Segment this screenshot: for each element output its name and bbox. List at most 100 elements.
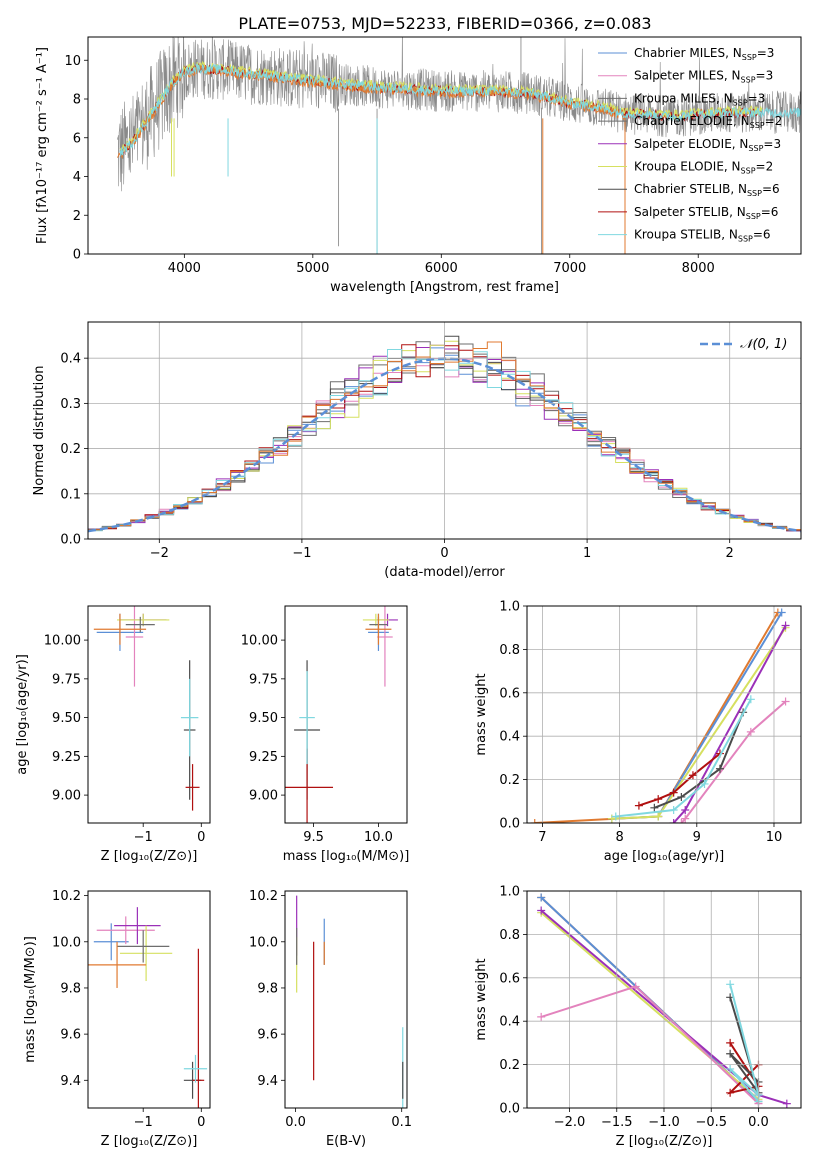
y-tick-label: 6 xyxy=(73,131,81,146)
x-tick-label: 4000 xyxy=(168,261,201,276)
x-tick-label: 2 xyxy=(726,546,734,561)
mass-weight-marker xyxy=(781,621,790,630)
axes-frame xyxy=(284,605,408,824)
y-tick-label: 10.00 xyxy=(44,634,81,649)
y-tick-label: 9.00 xyxy=(249,789,278,804)
y-tick-label: 9.25 xyxy=(249,750,278,765)
x-tick-label: −1.5 xyxy=(601,1115,633,1130)
panel-weight_vs_age: 7 8 9 10 0.0 0.2 0.4 0.6 0.8 1.0 age [log₁₀(age/yr… xyxy=(474,600,802,864)
y-tick-label: 10.2 xyxy=(52,889,81,904)
mass-weight-line xyxy=(615,698,752,818)
figure-title: PLATE=0753, MJD=52233, FIBERID=0366, z=0… xyxy=(238,14,651,33)
axes-frame xyxy=(87,36,802,255)
mass-weight-marker xyxy=(777,608,786,617)
x-tick-label: 0.0 xyxy=(748,1115,769,1130)
y-tick-label: 0.6 xyxy=(499,686,520,701)
x-axis-label: age [log₁₀(age/yr)] xyxy=(604,849,725,864)
y-tick-label: 9.6 xyxy=(257,1028,278,1043)
mass-weight-marker xyxy=(746,695,755,704)
x-tick-label: −2 xyxy=(150,546,169,561)
legend-label: Chabrier ELODIE, NSSP=2 xyxy=(634,114,782,130)
plot-area xyxy=(296,895,404,1108)
spectrum-legend: Chabrier MILES, NSSP=3 Salpeter MILES, NS… xyxy=(598,46,782,244)
y-tick-label: 10.2 xyxy=(249,889,278,904)
legend-label: Salpeter ELODIE, NSSP=3 xyxy=(634,137,781,153)
mass-weight-marker xyxy=(782,1099,791,1108)
plot-area xyxy=(88,907,208,1108)
mass-weight-marker xyxy=(537,893,546,902)
x-tick-label: 9 xyxy=(693,830,701,845)
mass-weight-marker xyxy=(654,795,663,804)
legend-label: Kroupa MILES, NSSP=3 xyxy=(634,91,765,107)
x-tick-label: −1.0 xyxy=(648,1115,680,1130)
x-axis-label: (data-model)/error xyxy=(384,565,505,580)
x-tick-label: 6000 xyxy=(425,261,458,276)
mass-weight-marker xyxy=(654,812,663,821)
y-tick-label: 1.0 xyxy=(499,885,520,900)
x-axis-label: Z [log₁₀(Z/Z⊙)] xyxy=(101,849,198,864)
mass-weight-marker xyxy=(715,764,724,773)
y-tick-label: 9.6 xyxy=(60,1028,81,1043)
legend-label: Kroupa STELIB, NSSP=6 xyxy=(634,228,771,244)
mass-weight-marker xyxy=(669,819,678,823)
x-tick-label: 0 xyxy=(197,830,205,845)
panel-mass_vs_ebv: 0.0 0.1 9.4 9.6 9.8 10.0 10.2 E(B-V) xyxy=(249,889,412,1149)
x-tick-label: 7000 xyxy=(553,261,586,276)
y-axis-label: Normed distribution xyxy=(32,366,47,496)
mass-weight-line xyxy=(540,985,760,1105)
y-axis-label: age [log₁₀(age/yr)] xyxy=(15,654,30,775)
y-tick-label: 0.2 xyxy=(499,1058,520,1073)
mass-weight-line xyxy=(729,984,761,1103)
y-tick-label: 9.75 xyxy=(249,672,278,687)
mass-weight-marker xyxy=(607,814,616,823)
y-tick-label: 8 xyxy=(73,93,81,108)
y-tick-label: 10 xyxy=(64,54,81,69)
mass-weight-marker xyxy=(726,1049,735,1058)
legend-label: 𝒩(0, 1) xyxy=(740,337,787,352)
x-tick-label: −1 xyxy=(134,1115,153,1130)
x-tick-label: 0 xyxy=(440,546,448,561)
y-tick-label: 9.25 xyxy=(52,750,81,765)
y-tick-label: 0.4 xyxy=(499,1015,520,1030)
mass-weight-marker xyxy=(681,805,690,814)
y-tick-label: 9.4 xyxy=(257,1074,278,1089)
x-axis-label: mass [log₁₀(M/M⊙)] xyxy=(283,849,410,864)
y-tick-label: 0.8 xyxy=(499,643,520,658)
x-tick-label: 9.5 xyxy=(303,830,324,845)
y-tick-label: 1.0 xyxy=(499,600,520,615)
mass-weight-line xyxy=(654,711,745,809)
mass-weight-line xyxy=(680,700,787,823)
y-tick-label: 9.8 xyxy=(257,981,278,996)
y-tick-label: 10.0 xyxy=(52,935,81,950)
y-tick-label: 10.0 xyxy=(249,935,278,950)
x-tick-label: −1 xyxy=(134,830,153,845)
y-tick-label: 0.4 xyxy=(499,730,520,745)
x-tick-label: 10.0 xyxy=(364,830,393,845)
mass-weight-marker xyxy=(650,803,659,812)
x-tick-label: 10 xyxy=(766,830,783,845)
mass-weight-marker xyxy=(746,727,755,736)
x-axis-label: E(B-V) xyxy=(326,1134,366,1149)
y-tick-label: 10.00 xyxy=(241,634,278,649)
mass-weight-marker xyxy=(669,788,678,797)
legend-label: Chabrier MILES, NSSP=3 xyxy=(634,46,774,62)
mass-weight-marker xyxy=(688,771,697,780)
y-tick-label: 0.1 xyxy=(60,487,81,502)
legend-label: Salpeter STELIB, NSSP=6 xyxy=(634,205,778,221)
y-axis-label: mass weight xyxy=(474,958,489,1040)
y-tick-label: 9.50 xyxy=(52,711,81,726)
x-tick-label: 5000 xyxy=(296,261,329,276)
y-axis-label: mass weight xyxy=(474,673,489,755)
x-tick-label: 7 xyxy=(538,830,546,845)
y-tick-label: 9.4 xyxy=(60,1074,81,1089)
x-tick-label: −2.0 xyxy=(554,1115,586,1130)
plot-area xyxy=(117,37,801,254)
mass-weight-marker xyxy=(530,819,539,823)
axes-frame xyxy=(87,890,211,1109)
spectrum-model-line xyxy=(119,63,801,156)
mass-weight-marker xyxy=(726,1088,735,1097)
mass-weight-marker xyxy=(781,697,790,706)
axes-frame xyxy=(87,321,802,540)
y-tick-label: 9.75 xyxy=(52,672,81,687)
